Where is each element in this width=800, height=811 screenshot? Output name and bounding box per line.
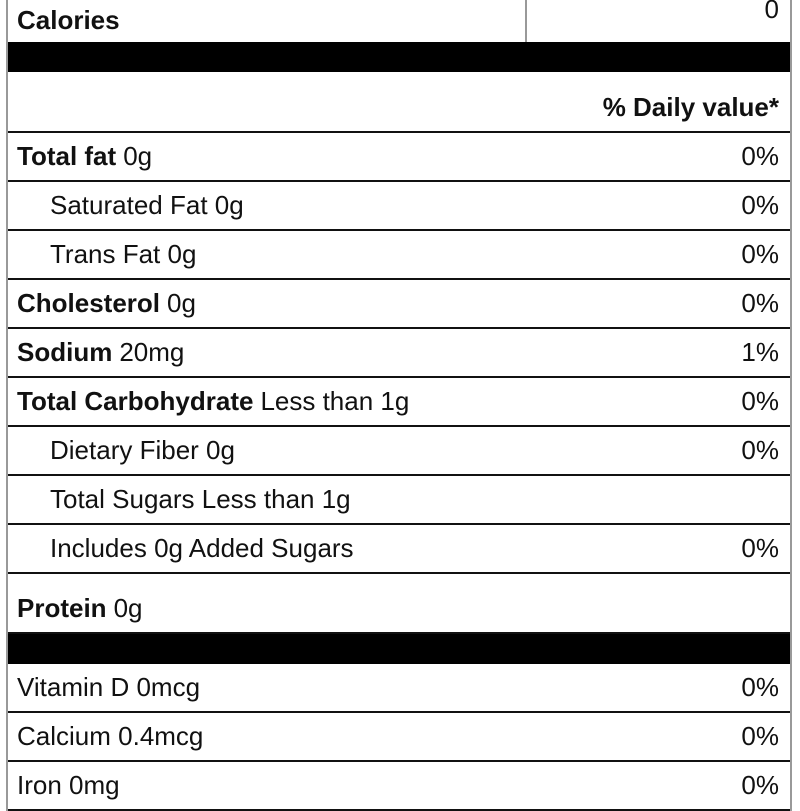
nutrition-table: Calories 0 % Daily value* Total fat 0g 0% S… bbox=[6, 0, 792, 811]
divider bbox=[525, 0, 527, 42]
nutrient-row: Total fat 0g 0% bbox=[8, 133, 790, 182]
nutrient-row: Trans Fat 0g 0% bbox=[8, 231, 790, 280]
calories-row: Calories 0 bbox=[8, 0, 790, 42]
nutrient-row: Saturated Fat 0g 0% bbox=[8, 182, 790, 231]
nutrient-label: Includes 0g Added Sugars bbox=[50, 533, 354, 564]
nutrient-row: Includes 0g Added Sugars 0% bbox=[8, 525, 790, 574]
nutrient-name: Saturated Fat 0g bbox=[50, 190, 244, 220]
nutrient-amount: Less than 1g bbox=[260, 386, 410, 416]
daily-value: 0% bbox=[741, 239, 779, 269]
nutrient-label: Dietary Fiber 0g bbox=[50, 435, 235, 466]
daily-value: 0% bbox=[741, 721, 779, 751]
nutrient-label: Total Carbohydrate Less than 1g bbox=[17, 386, 409, 417]
nutrient-label: Total Sugars Less than 1g bbox=[50, 484, 351, 515]
nutrient-row: Vitamin D 0mcg 0% bbox=[8, 664, 790, 713]
calories-label: Calories bbox=[17, 5, 120, 35]
header-row: % Daily value* bbox=[8, 72, 790, 133]
nutrient-label: Total fat 0g bbox=[17, 141, 152, 172]
nutrient-amount: 0g bbox=[113, 592, 143, 623]
daily-value: 0% bbox=[741, 288, 779, 318]
nutrient-amount: 0g bbox=[167, 288, 196, 318]
nutrient-label: Vitamin D 0mcg bbox=[17, 672, 200, 703]
nutrient-row: Dietary Fiber 0g 0% bbox=[8, 427, 790, 476]
daily-value: 0% bbox=[741, 672, 779, 702]
nutrient-row: Calcium 0.4mcg 0% bbox=[8, 713, 790, 762]
nutrient-label: Saturated Fat 0g bbox=[50, 190, 244, 221]
nutrient-amount: 0g bbox=[123, 141, 153, 171]
nutrient-name: Total Sugars Less than 1g bbox=[50, 484, 351, 514]
nutrient-name: Calcium 0.4mcg bbox=[17, 721, 204, 751]
thick-rule bbox=[8, 42, 790, 72]
nutrient-name: Includes 0g Added Sugars bbox=[50, 533, 354, 563]
nutrient-name: Cholesterol bbox=[17, 288, 161, 318]
daily-value: 0% bbox=[741, 190, 779, 220]
nutrient-row: Sodium 20mg 1% bbox=[8, 329, 790, 378]
thick-rule bbox=[8, 634, 790, 664]
nutrient-label: Iron 0mg bbox=[17, 770, 120, 801]
nutrient-label: Protein 0g bbox=[17, 593, 143, 624]
nutrient-name: Dietary Fiber 0g bbox=[50, 435, 235, 465]
nutrient-label: Calcium 0.4mcg bbox=[17, 721, 203, 752]
nutrient-row: Iron 0mg 0% bbox=[8, 762, 790, 811]
nutrient-label: Cholesterol 0g bbox=[17, 288, 196, 319]
nutrient-row: Total Carbohydrate Less than 1g 0% bbox=[8, 378, 790, 427]
daily-value: 0% bbox=[741, 141, 779, 171]
nutrient-row: Cholesterol 0g 0% bbox=[8, 280, 790, 329]
daily-value: 1% bbox=[741, 337, 779, 367]
nutrient-name: Sodium bbox=[17, 337, 113, 367]
daily-value: 0% bbox=[741, 386, 779, 416]
nutrient-row: Total Sugars Less than 1g bbox=[8, 476, 790, 525]
daily-value: 0% bbox=[741, 770, 779, 800]
nutrient-name: Protein bbox=[17, 592, 107, 623]
nutrient-name: Iron 0mg bbox=[17, 770, 120, 800]
nutrient-name: Trans Fat 0g bbox=[50, 239, 197, 269]
nutrient-name: Vitamin D 0mcg bbox=[17, 672, 201, 702]
daily-value-header: % Daily value* bbox=[602, 92, 779, 122]
nutrient-row: Protein 0g bbox=[8, 574, 790, 634]
nutrient-amount: 20mg bbox=[119, 337, 185, 367]
nutrient-label: Sodium 20mg bbox=[17, 337, 184, 368]
daily-value: 0% bbox=[741, 435, 779, 465]
calories-value: 0 bbox=[764, 0, 779, 24]
nutrient-name: Total fat bbox=[17, 141, 117, 171]
daily-value: 0% bbox=[741, 533, 779, 563]
nutrient-label: Trans Fat 0g bbox=[50, 239, 196, 270]
nutrient-name: Total Carbohydrate bbox=[17, 386, 254, 416]
